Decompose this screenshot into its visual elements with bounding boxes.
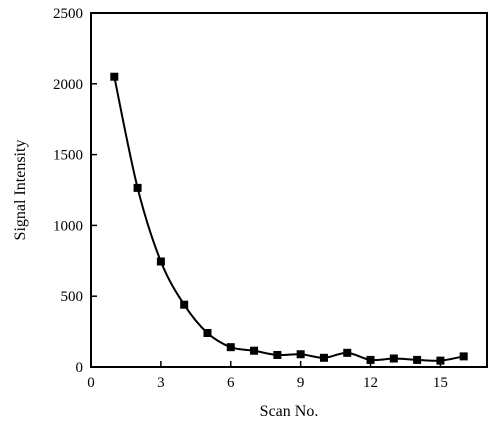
y-axis-ticks: 0 500 1000 1500 2000 2500 <box>53 6 97 376</box>
data-point <box>296 350 305 359</box>
data-point <box>180 300 189 309</box>
data-point <box>226 343 235 352</box>
y-tick-label: 1500 <box>53 148 83 164</box>
data-point <box>133 183 142 192</box>
series-line <box>113 76 464 362</box>
x-axis-label: Scan No. <box>260 403 319 420</box>
data-point <box>203 329 212 338</box>
data-point <box>110 72 119 81</box>
plot-frame <box>90 12 488 368</box>
data-point <box>156 257 165 266</box>
y-tick-label: 500 <box>61 289 84 305</box>
x-axis-ticks: 0 3 6 9 12 15 <box>87 361 448 391</box>
y-tick-label: 2000 <box>53 77 83 93</box>
plot-border <box>90 12 488 368</box>
y-axis-label: Signal Intensity <box>12 140 29 241</box>
data-point <box>436 356 445 365</box>
data-point <box>343 348 352 357</box>
data-point <box>413 355 422 364</box>
x-tick-label: 6 <box>227 375 235 391</box>
x-tick-label: 3 <box>157 375 165 391</box>
y-tick-label: 2500 <box>53 6 83 22</box>
x-tick-label: 0 <box>87 375 95 391</box>
series <box>110 72 468 365</box>
data-point <box>459 352 468 361</box>
y-tick-label: 0 <box>76 360 84 376</box>
data-point <box>319 353 328 362</box>
data-point <box>273 350 282 359</box>
x-tick-label: 12 <box>363 375 378 391</box>
x-tick-label: 15 <box>433 375 448 391</box>
data-point <box>250 346 259 355</box>
y-tick-label: 1000 <box>53 218 83 234</box>
data-point <box>389 354 398 363</box>
x-tick-label: 9 <box>297 375 305 391</box>
data-point <box>366 355 375 364</box>
